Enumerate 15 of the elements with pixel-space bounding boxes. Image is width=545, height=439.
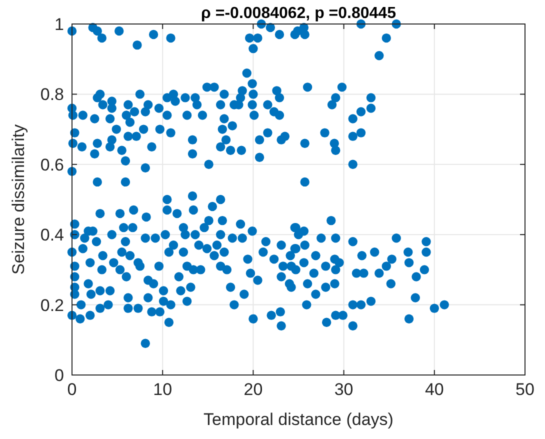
x-tick-label: 20 <box>244 380 263 399</box>
x-tick-label: 40 <box>424 380 444 399</box>
y-tick-label: 0.6 <box>40 155 64 174</box>
y-axis-title: Seizure dissimilarity <box>9 124 28 275</box>
x-tick-label: 50 <box>516 380 534 399</box>
x-axis-title: Temporal distance (days) <box>204 410 394 429</box>
y-tick-label: 0.4 <box>40 226 64 245</box>
y-tick-label: 0.8 <box>40 85 64 104</box>
y-tick-label: 0 <box>54 366 64 385</box>
y-tick-label: 1 <box>54 14 64 34</box>
x-tick-label: 30 <box>334 380 354 399</box>
x-tick-label: 10 <box>153 380 172 399</box>
x-tick-label: 0 <box>67 380 77 399</box>
y-tick-label: 0.2 <box>40 296 64 315</box>
chart-title: ρ =-0.0084062, p =0.80445 <box>201 5 396 22</box>
